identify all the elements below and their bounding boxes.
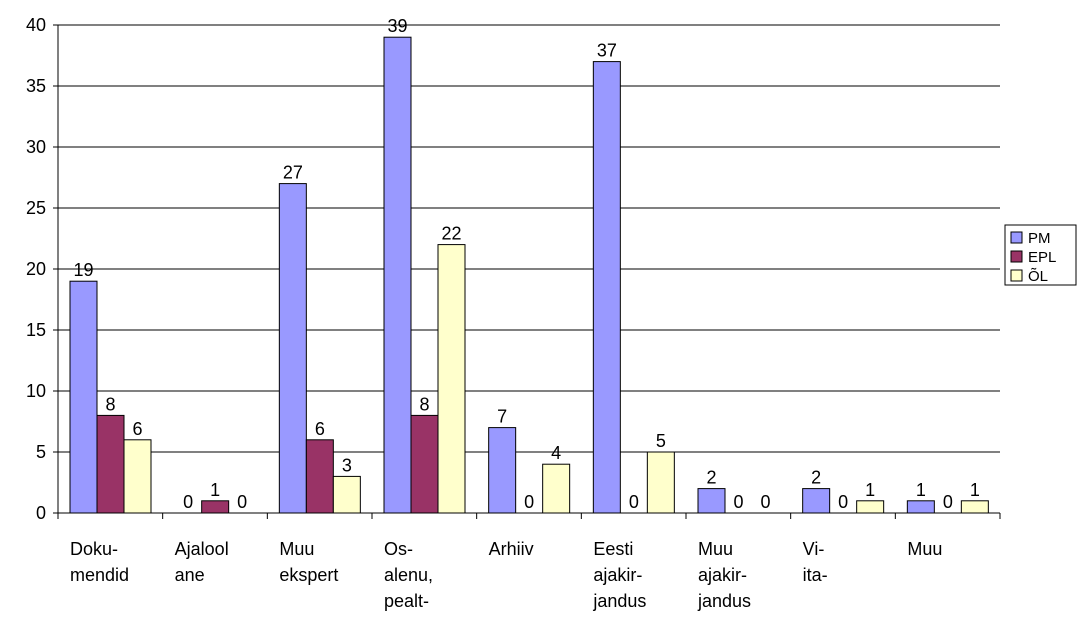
value-label: 8 (105, 394, 115, 414)
value-label: 8 (419, 394, 429, 414)
y-tick-label: 15 (26, 320, 46, 340)
bar (542, 463, 571, 514)
value-label: 1 (916, 480, 926, 500)
x-tick-label-line: Muu (698, 539, 733, 559)
x-tick-label-line: ekspert (279, 565, 338, 585)
y-tick-label: 10 (26, 381, 46, 401)
y-tick-label: 35 (26, 76, 46, 96)
x-tick-label-line: ita- (803, 565, 828, 585)
value-label: 5 (656, 431, 666, 451)
value-label: 0 (237, 492, 247, 512)
legend-swatch (1010, 269, 1023, 282)
value-label: 0 (943, 492, 953, 512)
x-tick-label-line: mendid (70, 565, 129, 585)
x-tick-label-line: Arhiiv (489, 539, 534, 559)
x-tick-label-line: Ajalool (175, 539, 229, 559)
x-tick-label: Os-alenu, pealt- (384, 539, 433, 611)
value-label: 6 (315, 419, 325, 439)
x-tick-label: Muu ajakir-jandus (697, 539, 751, 611)
y-tick-label: 0 (36, 503, 46, 523)
value-label: 39 (387, 16, 407, 36)
value-label: 22 (441, 224, 461, 244)
legend-label: EPL (1028, 249, 1056, 266)
value-label: 0 (524, 492, 534, 512)
bar (960, 500, 989, 514)
bar (383, 36, 412, 514)
value-label: 0 (760, 492, 770, 512)
y-tick-label: 30 (26, 137, 46, 157)
bar (592, 61, 621, 514)
value-label: 7 (497, 407, 507, 427)
x-tick-label-line: alenu, (384, 565, 433, 585)
value-label: 1 (970, 480, 980, 500)
x-tick-label-line: Muu (907, 539, 942, 559)
y-tick-label: 25 (26, 198, 46, 218)
value-label: 19 (73, 260, 93, 280)
value-label: 0 (629, 492, 639, 512)
x-tick-label: Eesti ajakir-jandus (592, 539, 646, 611)
value-label: 0 (733, 492, 743, 512)
x-tick-label: Ajalool ane (175, 539, 229, 585)
value-label: 37 (597, 41, 617, 61)
bar (802, 488, 831, 514)
y-tick-label: 5 (36, 442, 46, 462)
x-tick-label: Vi-ita- (803, 539, 828, 585)
x-tick-label: Arhiiv (489, 539, 534, 559)
legend-label: PM (1028, 230, 1051, 247)
y-tick-label: 20 (26, 259, 46, 279)
x-tick-label-line: ane (175, 565, 205, 585)
x-tick-label-line: ajakir- (593, 565, 642, 585)
bar (488, 427, 517, 514)
bar (437, 244, 466, 514)
bar (69, 280, 98, 514)
value-label: 4 (551, 443, 561, 463)
bar (906, 500, 935, 514)
value-label: 0 (838, 492, 848, 512)
value-label: 27 (283, 163, 303, 183)
bar (96, 414, 125, 514)
bar (305, 439, 334, 514)
x-tick-label-line: Eesti (593, 539, 633, 559)
value-label: 6 (132, 419, 142, 439)
x-tick-label-line: ajakir- (698, 565, 747, 585)
bar (278, 183, 307, 514)
x-tick-label-line: jandus (592, 591, 646, 611)
legend-swatch (1010, 250, 1023, 263)
x-tick-label-line: Doku- (70, 539, 118, 559)
value-label: 2 (811, 468, 821, 488)
x-tick-label-line: Muu (279, 539, 314, 559)
bar (856, 500, 885, 514)
bar (697, 488, 726, 514)
value-label: 2 (706, 468, 716, 488)
x-tick-label-line: jandus (697, 591, 751, 611)
x-tick-label-line: Vi- (803, 539, 825, 559)
x-tick-label-line: pealt- (384, 591, 429, 611)
value-label: 1 (865, 480, 875, 500)
legend-swatch (1010, 231, 1023, 244)
x-tick-label-line: Os- (384, 539, 413, 559)
value-label: 0 (183, 492, 193, 512)
value-label: 3 (342, 455, 352, 475)
y-tick-label: 40 (26, 15, 46, 35)
legend-label: ÕL (1028, 268, 1048, 285)
bar (201, 500, 230, 514)
x-tick-label: Doku-mendid (70, 539, 129, 585)
x-tick-label: Muu (907, 539, 942, 559)
x-tick-label: Muu ekspert (279, 539, 338, 585)
bar (332, 475, 361, 514)
bar (123, 439, 152, 514)
bar (410, 414, 439, 514)
bar (646, 451, 675, 514)
value-label: 1 (210, 480, 220, 500)
